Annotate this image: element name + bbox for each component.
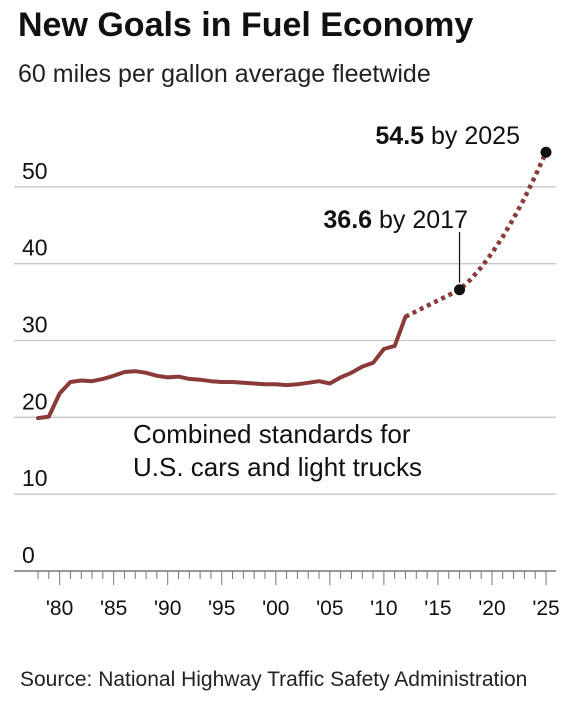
projected-standards-line — [404, 151, 549, 319]
x-tick-label: '80 — [46, 597, 73, 620]
x-tick-label: '10 — [370, 597, 397, 620]
chart-title: New Goals in Fuel Economy — [18, 6, 474, 44]
annotation-2017: 36.6 by 2017 — [323, 206, 468, 234]
marker-layer — [454, 146, 552, 296]
annotation-2025: 54.5 by 2025 — [375, 122, 520, 150]
x-tick-label: '05 — [316, 597, 343, 620]
x-tick-label: '90 — [154, 597, 181, 620]
y-tick-label: 50 — [22, 158, 48, 184]
y-tick-label: 20 — [22, 388, 48, 414]
y-tick-label: 0 — [22, 542, 35, 568]
x-tick-label: '95 — [208, 597, 235, 620]
historical-standards-line — [36, 314, 408, 421]
note-line-1: Combined standards for — [133, 419, 411, 449]
y-tick-label: 10 — [22, 465, 48, 491]
marker-2017 — [454, 284, 466, 296]
y-tick-label: 40 — [22, 235, 48, 261]
label-layer: 54.5 by 2025 36.6 by 2017 Combined standar… — [133, 122, 520, 482]
note-line-2: U.S. cars and light trucks — [133, 452, 422, 482]
source-note: Source: National Highway Traffic Safety … — [20, 668, 528, 691]
x-tick-label: '85 — [100, 597, 127, 620]
x-tick-label: '20 — [478, 597, 505, 620]
marker-2025 — [540, 146, 552, 158]
grid-layer: 0 10 20 30 40 50 — [14, 158, 556, 568]
x-tick-label: '00 — [262, 597, 289, 620]
series-layer — [36, 151, 549, 421]
x-tick-label: '25 — [532, 597, 559, 620]
chart-subtitle: 60 miles per gallon average fleetwide — [18, 60, 431, 88]
x-axis: '80 '85 '90 '95 '00 '05 '10 '15 '20 '25 — [14, 570, 560, 620]
x-tick-label: '15 — [424, 597, 451, 620]
y-tick-label: 30 — [22, 312, 48, 338]
